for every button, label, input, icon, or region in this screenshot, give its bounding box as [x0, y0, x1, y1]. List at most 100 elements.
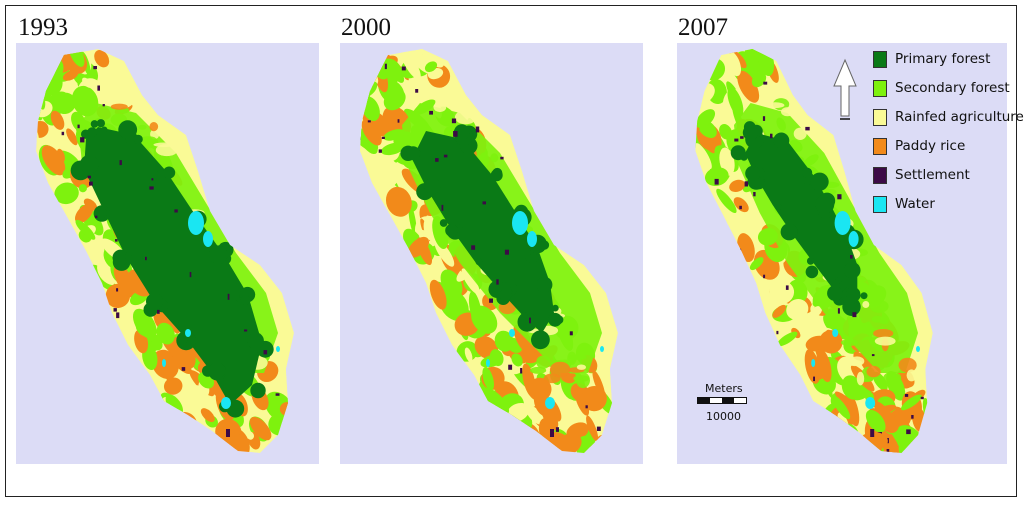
settlement-patch — [508, 364, 513, 370]
land-cover-patch — [866, 365, 881, 378]
settlement-patch — [763, 274, 766, 279]
settlement-patch — [852, 312, 857, 318]
land-cover-patch — [400, 49, 421, 80]
water-body — [848, 231, 859, 247]
settlement-patch — [87, 175, 91, 179]
land-cover-patch — [489, 349, 504, 367]
settlement-patch — [316, 422, 319, 427]
land-cover-patch — [872, 400, 896, 425]
primary-forest-patch — [531, 330, 550, 350]
settlement-patch — [475, 126, 480, 133]
land-cover-patch — [677, 47, 694, 74]
settlement-patch — [906, 429, 911, 435]
land-cover-patch — [340, 70, 357, 92]
land-cover-patch — [429, 279, 447, 310]
land-cover-patch — [508, 436, 518, 453]
land-cover-patch — [464, 347, 473, 363]
land-cover-patch — [677, 43, 690, 69]
land-cover-patch — [874, 336, 896, 346]
settlement-patch — [174, 209, 178, 213]
land-cover-patch — [155, 144, 178, 157]
land-cover-patch — [573, 375, 590, 382]
primary-forest-patch — [112, 249, 129, 266]
settlement-patch — [734, 138, 739, 142]
primary-forest-patch — [208, 362, 226, 379]
land-cover-patch — [733, 197, 749, 213]
land-cover-patch — [522, 363, 536, 398]
legend-label: Rainfed agriculture — [895, 109, 1024, 125]
legend-label: Settlement — [895, 167, 970, 183]
settlement-patch — [378, 149, 382, 153]
legend-swatch — [873, 166, 887, 184]
primary-forest-patch — [124, 253, 132, 261]
settlement-patch — [714, 178, 719, 185]
land-cover-patch — [75, 219, 96, 240]
land-cover-patch — [340, 51, 353, 77]
land-cover-patch — [529, 440, 551, 453]
settlement-patch — [365, 78, 369, 82]
settlement-patch — [89, 181, 93, 186]
primary-forest-patch — [439, 219, 448, 227]
land-cover-patch — [41, 145, 66, 176]
land-cover-patch — [490, 153, 499, 163]
scale-unit-label: Meters — [705, 382, 743, 395]
land-cover-patch — [56, 148, 65, 163]
north-arrow-icon: N — [832, 56, 858, 122]
land-cover-patch — [705, 141, 716, 152]
map-panel-1993 — [16, 43, 319, 464]
land-cover-patch — [793, 127, 807, 140]
settlement-patch — [226, 429, 230, 437]
land-cover-patch — [507, 436, 524, 452]
primary-forest-patch — [815, 194, 835, 214]
land-cover-patch — [576, 364, 586, 370]
settlement-patch — [384, 63, 387, 70]
land-cover-patch — [16, 66, 23, 88]
land-cover-patch — [841, 338, 859, 347]
settlement-patch — [149, 186, 154, 190]
land-cover-patch — [677, 43, 690, 73]
land-cover-patch — [845, 439, 866, 453]
settlement-patch — [870, 429, 875, 437]
land-cover-patch — [786, 299, 809, 320]
scale-bar: Meters 10000 — [695, 382, 751, 426]
settlement-patch — [113, 308, 117, 312]
land-cover-patch — [871, 315, 884, 323]
settlement-patch — [739, 205, 742, 210]
land-cover-patch — [751, 72, 767, 88]
settlement-patch — [401, 66, 406, 71]
settlement-patch — [504, 249, 509, 255]
land-cover-patch — [360, 126, 379, 152]
primary-forest-patch — [806, 257, 815, 265]
legend-swatch — [873, 50, 887, 68]
settlement-patch — [850, 255, 853, 259]
primary-forest-patch — [118, 120, 138, 140]
primary-forest-patch — [454, 124, 470, 140]
primary-forest-patch — [79, 154, 99, 174]
land-cover-patch — [845, 448, 855, 453]
land-cover-patch — [16, 59, 37, 84]
primary-forest-patch — [445, 224, 458, 237]
primary-forest-patch — [803, 176, 813, 186]
water-body — [811, 359, 816, 367]
primary-forest-core — [84, 127, 262, 405]
land-cover-patch — [536, 355, 551, 369]
land-cover-patch — [513, 324, 535, 356]
land-cover-patch — [729, 179, 746, 192]
primary-forest-patch — [146, 293, 163, 310]
settlement-patch — [904, 394, 909, 397]
primary-forest-patch — [536, 276, 553, 293]
land-cover-patch — [898, 357, 917, 373]
land-cover-patch — [39, 62, 51, 73]
land-cover-patch — [385, 186, 412, 217]
land-cover-patch — [51, 126, 70, 157]
land-cover-patch — [461, 268, 480, 295]
settlement-patch — [443, 154, 448, 158]
water-body — [545, 397, 555, 409]
land-cover-patch — [16, 75, 25, 94]
land-cover-patch — [36, 49, 54, 72]
land-cover-patch — [781, 107, 794, 117]
land-cover-patch — [200, 408, 215, 423]
land-cover-patch — [149, 122, 159, 132]
settlement-patch — [61, 131, 65, 136]
primary-forest-patch — [753, 177, 765, 190]
